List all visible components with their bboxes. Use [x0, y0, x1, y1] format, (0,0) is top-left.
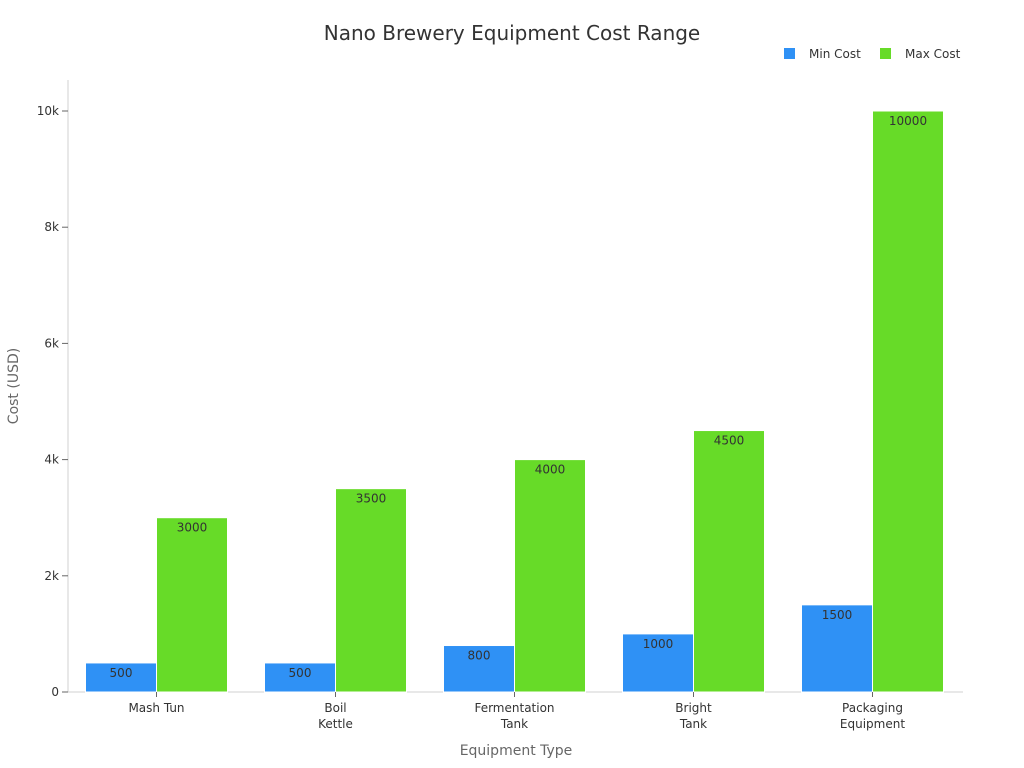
y-tick-label: 10k [37, 104, 59, 118]
bar-value-label: 4000 [535, 463, 566, 477]
legend-swatch [784, 48, 795, 59]
bar-value-label: 1500 [822, 608, 853, 622]
bar-value-label: 3500 [356, 492, 387, 506]
x-tick-label: Bright Tank [675, 701, 712, 731]
y-axis-ticks: 0 2k 4k 6k 8k 10k [37, 104, 68, 699]
bar-max-cost [156, 517, 228, 693]
y-tick-label: 0 [51, 685, 59, 699]
bar-max-cost [693, 430, 765, 693]
y-axis-title: Cost (USD) [6, 348, 22, 424]
legend-swatch [880, 48, 891, 59]
chart-title: Nano Brewery Equipment Cost Range [324, 21, 701, 45]
bar-value-label: 3000 [177, 521, 208, 535]
bar-max-cost [514, 459, 586, 693]
bar-value-label: 500 [289, 666, 312, 680]
bars: 500 500 800 1000 1500 3000 3500 4000 4500 10000 [85, 110, 944, 693]
legend: Min Cost Max Cost [784, 47, 961, 61]
bar-value-label: 4500 [714, 434, 745, 448]
bar-value-label: 10000 [889, 114, 927, 128]
y-tick-label: 2k [44, 569, 59, 583]
bar-min-cost [264, 662, 336, 693]
bar-max-cost [335, 488, 407, 693]
x-tick-label: Mash Tun [128, 701, 184, 715]
x-axis-ticks: Mash Tun Boil Kettle Fermentation Tank Bright… [128, 692, 905, 731]
bar-value-label: 800 [468, 649, 491, 663]
bar-value-label: 500 [110, 666, 133, 680]
x-tick-label: Boil Kettle [318, 701, 353, 731]
bar-min-cost [85, 662, 157, 693]
y-tick-label: 6k [44, 336, 59, 350]
legend-label: Min Cost [809, 47, 861, 61]
x-tick-label: Fermentation Tank [474, 701, 554, 731]
x-axis-title: Equipment Type [460, 743, 573, 759]
y-tick-label: 4k [44, 453, 59, 467]
y-tick-label: 8k [44, 220, 59, 234]
x-tick-label: Packaging Equipment [840, 701, 905, 731]
legend-label: Max Cost [905, 47, 961, 61]
bar-max-cost [872, 110, 944, 693]
bar-value-label: 1000 [643, 637, 674, 651]
